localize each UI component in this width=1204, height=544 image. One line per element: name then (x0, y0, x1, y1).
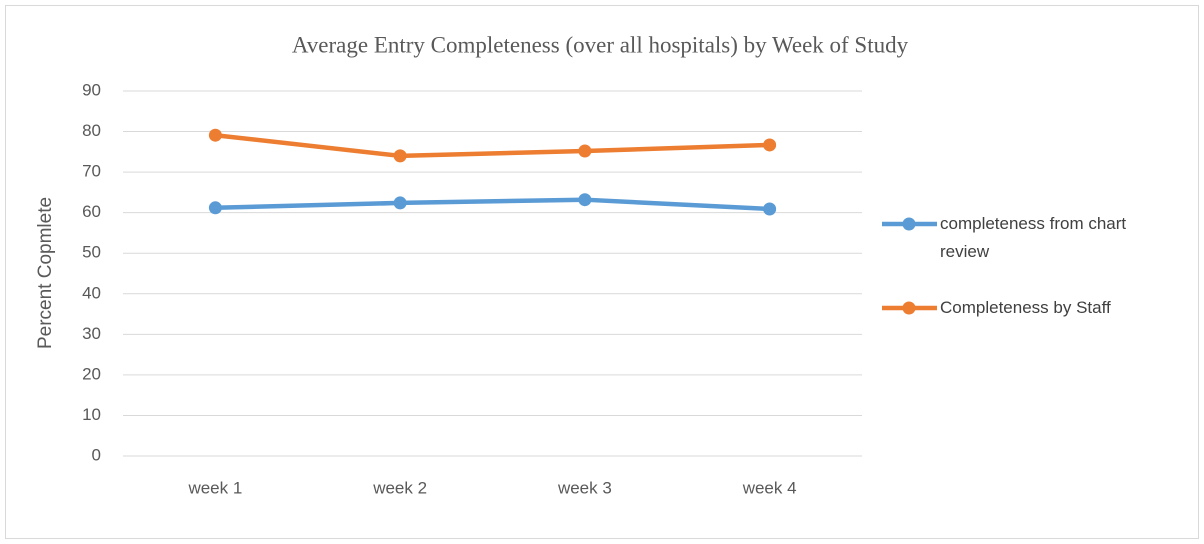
data-point (763, 138, 777, 152)
data-point (763, 202, 777, 216)
x-tick-label: week 3 (557, 478, 612, 497)
x-tick-label: week 2 (372, 478, 427, 497)
legend-marker (902, 301, 916, 315)
y-tick-label: 90 (82, 80, 101, 99)
y-tick-label: 80 (82, 121, 101, 140)
chart-border (5, 5, 1199, 539)
data-point (578, 193, 592, 207)
y-tick-label: 0 (92, 445, 101, 464)
series-line (213, 132, 772, 159)
y-axis-label: Percent Copmlete (35, 197, 56, 349)
series-line (213, 197, 772, 212)
y-tick-label: 60 (82, 202, 101, 221)
legend-label: Completeness by Staff (940, 298, 1111, 317)
y-tick-label: 50 (82, 243, 101, 262)
x-tick-label: week 1 (187, 478, 242, 497)
data-point (393, 149, 407, 163)
y-tick-label: 70 (82, 162, 101, 181)
y-tick-label: 20 (82, 364, 101, 383)
legend-marker (902, 217, 916, 231)
data-point (393, 196, 407, 210)
chart-title: Average Entry Completeness (over all hos… (292, 32, 909, 57)
y-tick-label: 10 (82, 405, 101, 424)
x-tick-label: week 4 (742, 478, 797, 497)
data-point (208, 128, 222, 142)
y-tick-label: 40 (82, 283, 101, 302)
legend-label: completeness from chart review (940, 214, 1127, 261)
data-point (208, 201, 222, 215)
data-point (578, 144, 592, 158)
y-tick-label: 30 (82, 324, 101, 343)
